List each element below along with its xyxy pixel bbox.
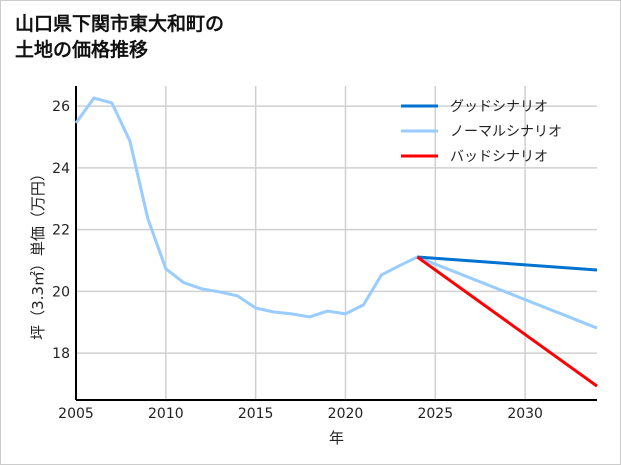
y-tick-label: 24 [52, 161, 70, 177]
series-line-1 [74, 96, 598, 330]
y-axis-label: 坪（3.3㎡）単価（万円） [29, 166, 47, 340]
x-tick-label: 2025 [417, 406, 453, 422]
legend-label: グッドシナリオ [450, 99, 548, 115]
legend-label: ノーマルシナリオ [450, 124, 562, 140]
y-tick-label: 22 [52, 223, 70, 239]
series-line-2 [416, 255, 598, 388]
series-line-0 [417, 255, 598, 272]
x-tick-label: 2030 [507, 406, 543, 422]
x-tick-label: 2015 [238, 406, 274, 422]
x-axis-label: 年 [329, 429, 344, 447]
chart-title: 山口県下関市東大和町の 土地の価格推移 [15, 13, 225, 61]
x-tick-label: 2020 [328, 406, 364, 422]
x-tick-label: 2010 [148, 406, 184, 422]
y-tick-label: 18 [52, 346, 70, 362]
x-tick-label: 2005 [58, 406, 94, 422]
legend-label: バッドシナリオ [450, 149, 548, 165]
y-tick-label: 26 [52, 99, 70, 115]
y-tick-label: 20 [52, 284, 70, 300]
